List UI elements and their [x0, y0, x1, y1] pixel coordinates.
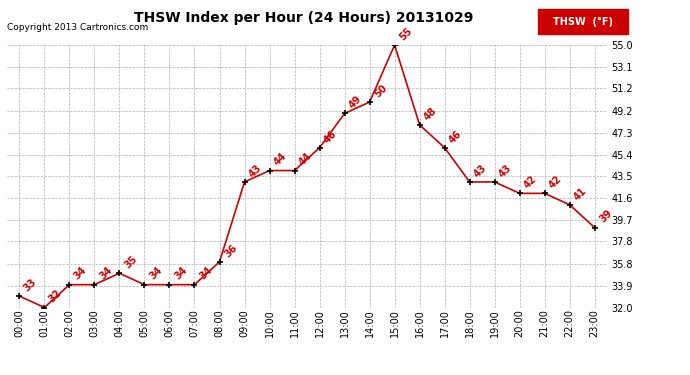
Text: 43: 43	[497, 162, 514, 179]
Text: 46: 46	[322, 128, 339, 145]
Text: 34: 34	[172, 265, 189, 282]
Text: Copyright 2013 Cartronics.com: Copyright 2013 Cartronics.com	[7, 22, 148, 32]
Text: 35: 35	[122, 254, 139, 270]
Text: 39: 39	[598, 208, 614, 225]
Text: 34: 34	[197, 265, 214, 282]
Text: 42: 42	[522, 174, 539, 190]
Text: 34: 34	[97, 265, 114, 282]
Text: 48: 48	[422, 105, 439, 122]
Text: 43: 43	[247, 162, 264, 179]
Text: THSW Index per Hour (24 Hours) 20131029: THSW Index per Hour (24 Hours) 20131029	[134, 11, 473, 25]
Text: 42: 42	[547, 174, 564, 190]
Text: 49: 49	[347, 94, 364, 111]
Text: THSW  (°F): THSW (°F)	[553, 16, 613, 27]
Text: 34: 34	[147, 265, 164, 282]
Text: 34: 34	[72, 265, 89, 282]
Text: 41: 41	[573, 185, 589, 202]
Text: 36: 36	[222, 243, 239, 259]
Text: 33: 33	[22, 277, 39, 293]
Text: 32: 32	[47, 288, 63, 305]
Text: 44: 44	[273, 151, 289, 168]
Text: 55: 55	[397, 26, 414, 42]
Text: 44: 44	[297, 151, 314, 168]
Text: 43: 43	[473, 162, 489, 179]
Text: 46: 46	[447, 128, 464, 145]
Text: 50: 50	[373, 82, 389, 99]
